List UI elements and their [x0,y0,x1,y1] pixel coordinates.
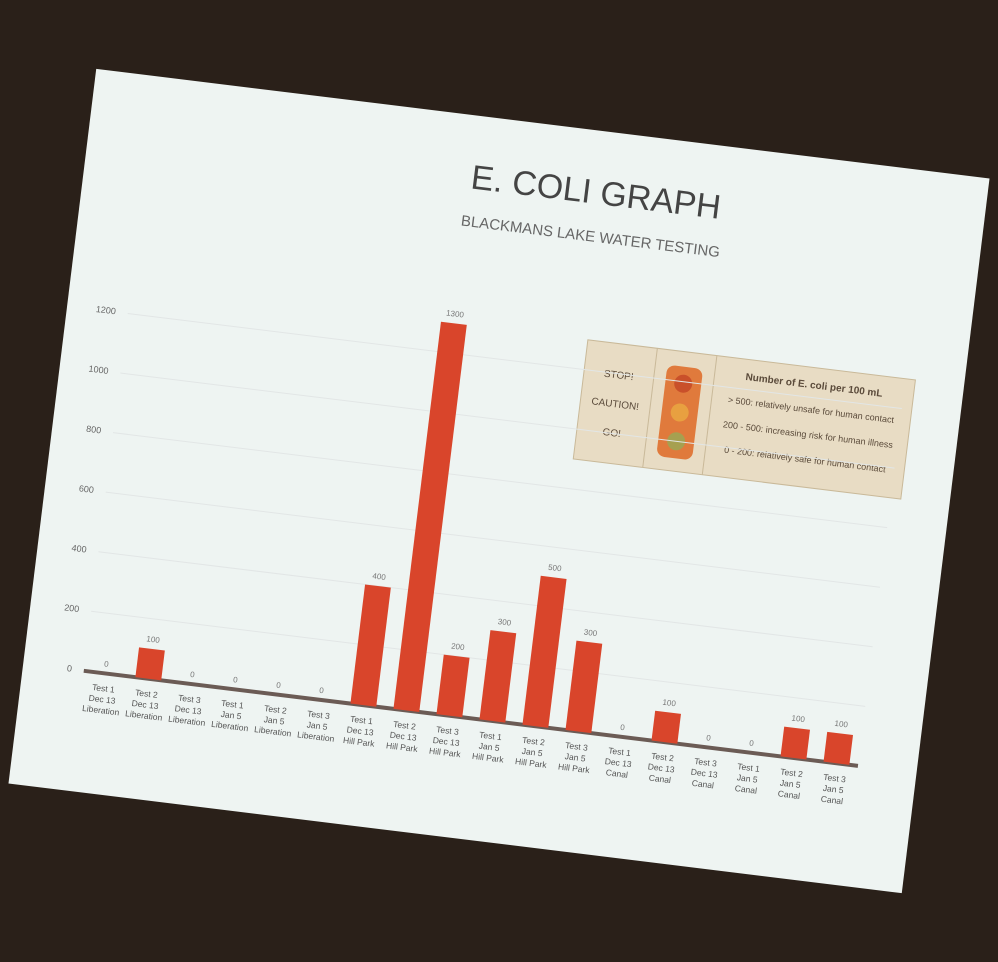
x-tick-label: Test 1Jan 5Canal [734,761,761,796]
y-tick-label: 600 [78,483,94,495]
data-label: 200 [451,642,466,653]
bar [824,732,853,765]
data-label: 100 [146,634,161,645]
data-label: 400 [372,571,387,582]
data-label: 100 [791,714,806,725]
photo: E. COLI GRAPH BLACKMANS LAKE WATER TESTI… [0,0,998,962]
data-label: 300 [583,628,598,639]
data-label: 100 [662,698,677,709]
y-tick-label: 400 [71,543,87,555]
data-label: 100 [834,719,849,730]
y-tick-label: 200 [64,602,80,614]
bar [781,727,810,760]
page: E. COLI GRAPH BLACKMANS LAKE WATER TESTI… [0,0,998,962]
y-tick-label: 800 [86,424,102,436]
data-label: 500 [548,563,563,574]
x-tick-label: Test 3Jan 5Canal [820,772,847,807]
bar [135,647,164,680]
slide: E. COLI GRAPH BLACKMANS LAKE WATER TESTI… [8,69,989,893]
x-tick-label: Test 2Jan 5Canal [777,767,804,802]
data-label: 300 [497,617,512,628]
bar [652,711,681,744]
